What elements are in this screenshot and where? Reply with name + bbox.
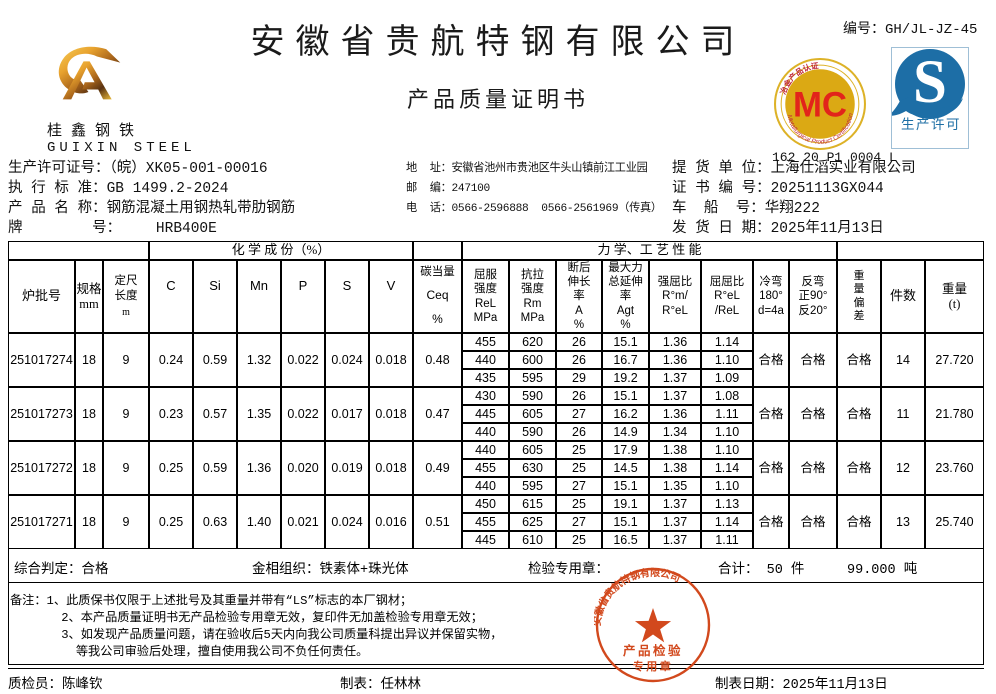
svg-text:MC: MC — [793, 86, 847, 124]
